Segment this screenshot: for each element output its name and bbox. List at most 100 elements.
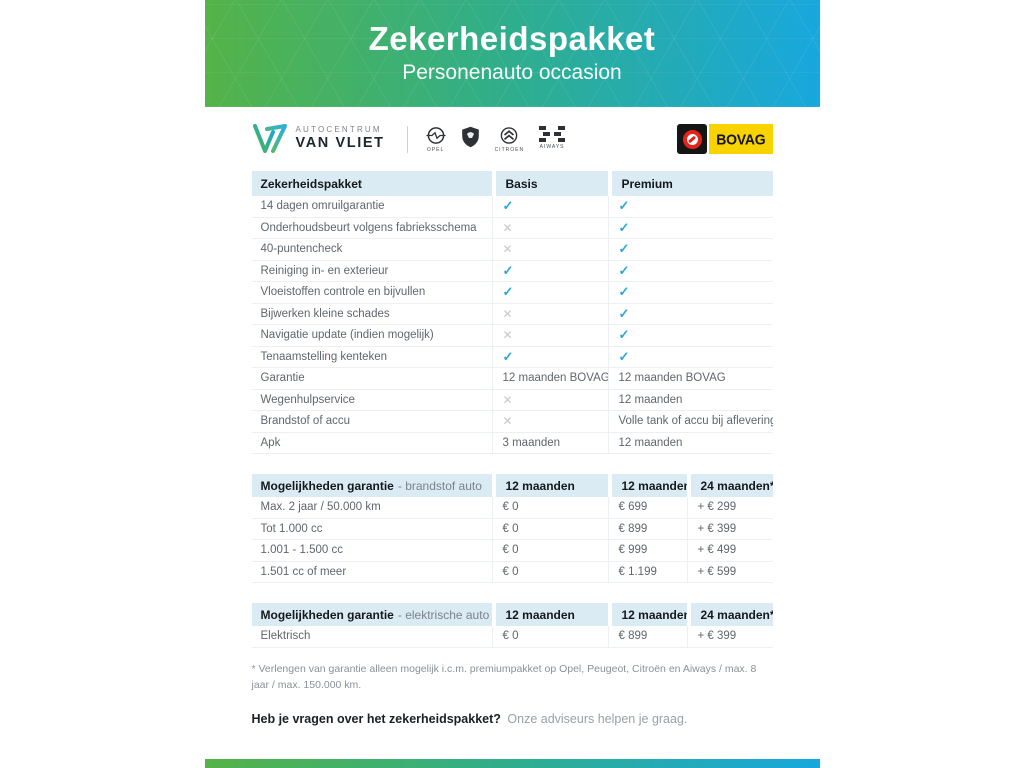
check-icon: ✓ <box>618 241 630 257</box>
row-value: 12 maanden BOVAG <box>491 368 608 389</box>
row-value: + € 499 <box>686 540 773 561</box>
table-row: Apk 3 maanden 12 maanden <box>251 432 773 454</box>
dealer-name-bottom: VAN VLIET <box>295 134 385 151</box>
header-zekerheidspakket: Zekerheidspakket <box>251 171 492 196</box>
header-basis: Basis <box>491 171 608 196</box>
closing-line: Heb je vragen over het zekerheidspakket?… <box>252 712 773 726</box>
row-cell: ✓ <box>607 282 773 303</box>
row-value: + € 399 <box>686 518 773 539</box>
check-icon: ✓ <box>618 198 630 214</box>
row-label: 14 dagen omruilgarantie <box>260 200 385 213</box>
row-value: + € 599 <box>686 561 773 582</box>
main-table-body: 14 dagen omruilgarantie ✓ ✓ Onderhoudsbeurt… <box>251 196 773 454</box>
table-row: 1.001 - 1.500 cc € 0 € 999 + € 499 <box>251 540 773 562</box>
footnote: * Verlengen van garantie alleen mogelijk… <box>251 662 757 692</box>
brand-label: AIWAYS <box>539 143 565 150</box>
row-value: € 699 <box>607 497 687 518</box>
row-label: 1.501 cc of meer <box>260 565 347 578</box>
row-cell: ✕ <box>491 325 608 346</box>
bovag-meter-icon <box>677 124 708 154</box>
electric-table-header: Mogelijkheden garantie - elektrische aut… <box>251 603 773 626</box>
page-subtitle: Personenauto occasion <box>402 60 622 84</box>
table-row: Wegenhulpservice ✕ 12 maanden <box>251 389 773 411</box>
electric-warranty-table: Mogelijkheden garantie - elektrische aut… <box>251 603 773 648</box>
brand-logos: OPEL <box>426 125 566 153</box>
logo-divider <box>406 125 408 153</box>
row-label: 40-puntencheck <box>260 243 343 256</box>
electric-table-body: Elektrisch € 0 € 899 + € 399 <box>251 626 773 648</box>
row-cell: ✓ <box>491 346 608 367</box>
row-cell: ✓ <box>491 282 608 303</box>
row-cell: ✕ <box>491 303 608 324</box>
row-cell: ✓ <box>607 217 773 238</box>
bovag-logo: BOVAG <box>677 124 773 154</box>
table-row: Tenaamstelling kenteken ✓ ✓ <box>251 346 773 368</box>
van-vliet-v7-icon <box>252 123 289 155</box>
check-icon: ✓ <box>618 219 630 235</box>
table-row: 1.501 cc of meer € 0 € 1.199 + € 599 <box>251 561 773 583</box>
dealer-name-top: AUTOCENTRUM <box>295 125 382 135</box>
row-value: € 899 <box>607 626 687 647</box>
cross-icon: ✕ <box>502 414 513 429</box>
row-cell: ✕ <box>491 239 608 260</box>
bovag-label: BOVAG <box>716 130 766 148</box>
table-row: Reiniging in- en exterieur ✓ ✓ <box>251 260 773 282</box>
row-label: Vloeistoffen controle en bijvullen <box>260 286 426 299</box>
row-value: + € 299 <box>686 497 773 518</box>
row-label: Navigatie update (indien mogelijk) <box>260 329 434 342</box>
check-icon: ✓ <box>618 284 630 300</box>
brand-label: OPEL <box>426 146 445 153</box>
row-label: Reiniging in- en exterieur <box>260 264 389 277</box>
cross-icon: ✕ <box>502 306 513 321</box>
fuel-warranty-table: Mogelijkheden garantie - brandstof auto … <box>251 474 773 583</box>
section-title-bold: Mogelijkheden garantie <box>260 607 394 622</box>
section-title-light: - brandstof auto <box>397 478 482 493</box>
check-icon: ✓ <box>502 198 514 214</box>
brand-label: CITROEN <box>494 146 525 153</box>
section-title-light: - elektrische auto <box>397 607 490 622</box>
table-row: Onderhoudsbeurt volgens fabrieksschema ✕ ✓ <box>251 217 773 239</box>
header-12-maanden-basis: 12 maanden <box>491 474 608 497</box>
row-cell: ✓ <box>607 346 773 367</box>
dealer-name: AUTOCENTRUM VAN VLIET <box>295 125 385 152</box>
peugeot-icon <box>461 126 480 148</box>
row-label: Onderhoudsbeurt volgens fabrieksschema <box>260 221 477 234</box>
logo-row: AUTOCENTRUM VAN VLIET OPEL <box>205 107 820 171</box>
row-cell: ✓ <box>607 325 773 346</box>
row-value: € 1.199 <box>607 561 687 582</box>
brand-aiways: AIWAYS <box>539 125 566 150</box>
row-label: Tot 1.000 cc <box>260 522 323 535</box>
row-value: € 0 <box>491 497 608 518</box>
table-row: Tot 1.000 cc € 0 € 899 + € 399 <box>251 518 773 540</box>
bottom-gradient-bar <box>204 759 820 768</box>
check-icon: ✓ <box>618 262 630 278</box>
row-value: € 0 <box>491 518 608 539</box>
header-12-maanden-premium: 12 maanden <box>607 603 687 626</box>
table-row: 14 dagen omruilgarantie ✓ ✓ <box>251 196 773 218</box>
table-row: Elektrisch € 0 € 899 + € 399 <box>251 626 773 648</box>
cross-icon: ✕ <box>502 242 513 257</box>
row-cell: ✓ <box>607 260 773 281</box>
table-row: Garantie 12 maanden BOVAG 12 maanden BOVAG <box>251 368 773 390</box>
flyer-page: Zekerheidspakket Personenauto occasion <box>204 0 820 768</box>
row-label: Tenaamstelling kenteken <box>260 350 388 363</box>
closing-answer: Onze adviseurs helpen je graag. <box>507 712 688 727</box>
row-value: 12 maanden <box>607 432 773 453</box>
hero-banner: Zekerheidspakket Personenauto occasion <box>204 0 820 107</box>
cross-icon: ✕ <box>502 220 513 235</box>
header-12-maanden-premium: 12 maanden <box>607 474 687 497</box>
row-value: 3 maanden <box>491 432 608 453</box>
citroen-icon <box>499 126 519 145</box>
cross-icon: ✕ <box>502 392 513 407</box>
row-value: € 0 <box>491 626 608 647</box>
row-label: 1.001 - 1.500 cc <box>260 544 343 557</box>
fuel-table-header: Mogelijkheden garantie - brandstof auto … <box>251 474 773 497</box>
row-label: Garantie <box>260 372 305 385</box>
table-row: Max. 2 jaar / 50.000 km € 0 € 699 + € 299 <box>251 497 773 519</box>
header-premium: Premium <box>607 171 773 196</box>
check-icon: ✓ <box>618 327 630 343</box>
brand-citroen: CITROEN <box>495 126 525 153</box>
row-value: + € 399 <box>686 626 773 647</box>
cross-icon: ✕ <box>502 328 513 343</box>
row-cell: ✓ <box>607 303 773 324</box>
